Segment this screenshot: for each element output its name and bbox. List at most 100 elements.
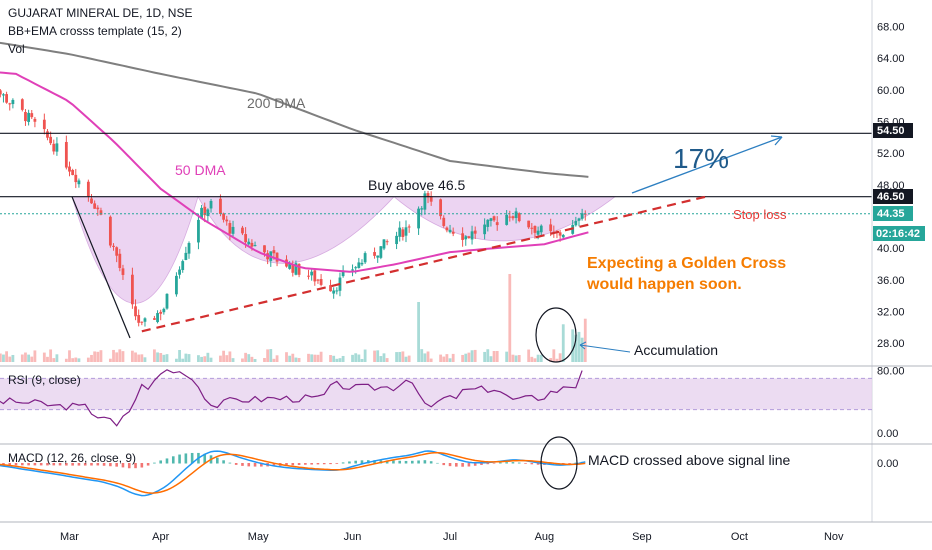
volume-bar bbox=[505, 351, 509, 362]
macd-histogram-bar bbox=[455, 463, 458, 467]
volume-bar bbox=[134, 352, 137, 362]
candle bbox=[175, 272, 178, 297]
candle-body bbox=[558, 232, 562, 236]
candle-body bbox=[200, 207, 203, 219]
volume-bar bbox=[90, 354, 93, 362]
candle-body bbox=[250, 242, 254, 247]
candle-body bbox=[225, 219, 229, 222]
candle bbox=[310, 269, 314, 281]
volume-label[interactable]: Vol bbox=[8, 42, 25, 56]
candle-body bbox=[426, 193, 430, 198]
macd-histogram-bar bbox=[241, 463, 244, 466]
rsi-tick-label: 0.00 bbox=[877, 428, 898, 440]
candle-body bbox=[275, 252, 279, 262]
candle-body bbox=[429, 196, 433, 202]
candle-body bbox=[33, 118, 37, 122]
candle-body bbox=[420, 208, 424, 210]
volume-bar bbox=[357, 354, 361, 362]
volume-bar bbox=[426, 351, 430, 362]
macd-histogram-bar bbox=[146, 463, 150, 466]
macd-histogram-bar bbox=[530, 463, 534, 465]
macd-histogram-bar bbox=[71, 463, 74, 466]
candle bbox=[187, 241, 191, 259]
candle-body bbox=[30, 113, 34, 118]
volume-bar bbox=[175, 358, 178, 362]
candle bbox=[407, 224, 411, 233]
candle bbox=[74, 168, 78, 189]
volume-bar bbox=[93, 351, 97, 362]
candle-body bbox=[351, 269, 354, 271]
time-tick-label: Jun bbox=[344, 531, 362, 543]
candle bbox=[461, 227, 465, 247]
macd-histogram-bar bbox=[473, 463, 477, 466]
volume-bar bbox=[351, 354, 354, 362]
candle-body bbox=[178, 269, 181, 275]
candle bbox=[222, 212, 225, 223]
volume-bar bbox=[307, 353, 310, 362]
candle-body bbox=[244, 234, 248, 243]
cup-handle-fill bbox=[71, 195, 617, 304]
volume-bar bbox=[30, 356, 34, 362]
volume-bar bbox=[181, 358, 185, 362]
macd-histogram-bar bbox=[417, 460, 420, 464]
time-axis[interactable]: Mar Apr May Jun Jul Aug Sep Oct Nov bbox=[60, 531, 844, 543]
rsi-band bbox=[0, 378, 872, 410]
volume-bar bbox=[561, 324, 565, 362]
volume-bar bbox=[467, 352, 471, 362]
volume-bar bbox=[508, 274, 512, 362]
candle bbox=[574, 216, 578, 227]
indicator-label[interactable]: BB+EMA crosss template (15, 2) bbox=[8, 24, 182, 38]
candle-body bbox=[181, 261, 185, 271]
volume-bar bbox=[108, 358, 112, 362]
candle-body bbox=[561, 234, 565, 238]
target-arrow bbox=[631, 136, 783, 194]
macd-histogram-bar bbox=[222, 460, 225, 464]
accumulation-circle bbox=[535, 307, 577, 363]
candle bbox=[2, 93, 5, 103]
volume-bar bbox=[184, 353, 188, 362]
candle-body bbox=[222, 213, 225, 220]
candle-body bbox=[272, 250, 276, 254]
volume-bar bbox=[332, 355, 336, 362]
volume-bar bbox=[0, 353, 2, 362]
volume-bar bbox=[539, 354, 543, 362]
volume-bar bbox=[310, 354, 314, 362]
candle bbox=[134, 299, 137, 321]
price-axis[interactable]: 68.0064.0060.0056.0052.0048.0044.0040.00… bbox=[877, 21, 905, 350]
volume-bar bbox=[338, 358, 342, 362]
macd-histogram-bar bbox=[115, 463, 118, 467]
volume-bar bbox=[8, 356, 12, 362]
volume-bar bbox=[555, 358, 559, 362]
macd-histogram-bar bbox=[58, 463, 62, 466]
macd-histogram-bar bbox=[442, 463, 446, 466]
candle-body bbox=[514, 211, 518, 218]
candle-body bbox=[294, 263, 298, 275]
candle bbox=[332, 287, 336, 299]
candle-body bbox=[162, 308, 166, 313]
time-tick-label: Sep bbox=[632, 531, 652, 543]
macd-histogram-bar bbox=[423, 460, 427, 464]
volume-bar bbox=[294, 357, 298, 362]
macd-label[interactable]: MACD (12, 26, close, 9) bbox=[8, 451, 137, 465]
annotation-target-percent: 17% bbox=[673, 143, 729, 174]
stop-loss-trendline bbox=[141, 195, 707, 333]
macd-histogram-bar bbox=[461, 463, 464, 467]
volume-bar bbox=[253, 358, 257, 362]
macd-histogram-bar bbox=[228, 462, 232, 464]
candle bbox=[489, 217, 493, 227]
candle-body bbox=[11, 99, 15, 105]
candle-body bbox=[77, 180, 81, 185]
time-tick-label: Apr bbox=[152, 531, 169, 543]
macd-histogram-bar bbox=[14, 463, 18, 466]
symbol-title[interactable]: GUJARAT MINERAL DE, 1D, NSE bbox=[8, 6, 193, 20]
macd-histogram-bar bbox=[404, 460, 408, 464]
candle-body bbox=[451, 231, 455, 234]
candle-body bbox=[297, 263, 301, 275]
rsi-label[interactable]: RSI (9, close) bbox=[8, 373, 81, 387]
volume-bar bbox=[489, 356, 493, 362]
candle bbox=[115, 246, 119, 263]
candle bbox=[517, 212, 521, 223]
volume-bar bbox=[288, 355, 292, 362]
candle bbox=[8, 102, 12, 111]
